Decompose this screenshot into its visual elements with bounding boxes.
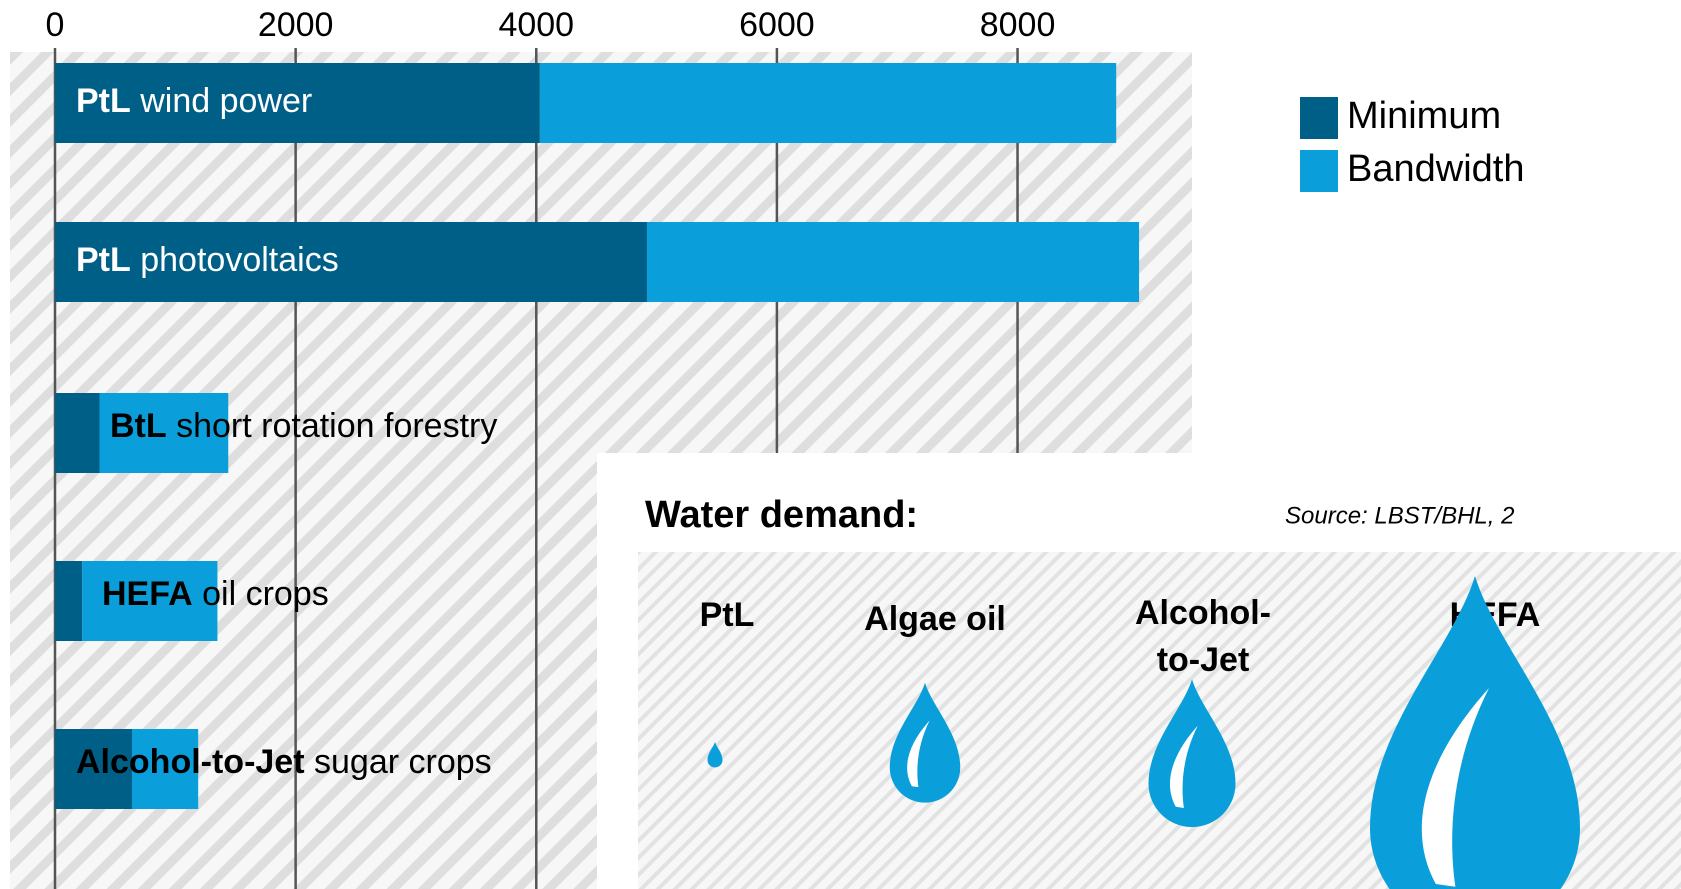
bar <box>55 222 647 302</box>
x-tick-label: 8000 <box>980 6 1056 44</box>
label-bold: PtL <box>76 82 131 120</box>
label-bold: Alcohol-to-Jet <box>76 743 305 781</box>
x-tick-label: 0 <box>46 6 65 44</box>
label-rest: wind power <box>139 82 312 120</box>
x-tick-label: 4000 <box>498 6 574 44</box>
source: Source: LBST/BHL, 2 <box>1285 502 1514 529</box>
drop <box>707 742 723 768</box>
bar <box>55 63 540 143</box>
bar <box>55 729 133 809</box>
water-item-label: Alcohol- <box>1135 594 1271 632</box>
legend-label: Minimum <box>1347 95 1501 137</box>
label-rest: short rotation forestry <box>176 407 497 445</box>
legend-swatch <box>1300 150 1338 192</box>
bar-label: BtL short rotation forestry <box>110 407 497 445</box>
bar <box>82 561 218 641</box>
bar <box>55 393 100 473</box>
label-rest: photovoltaics <box>140 241 338 279</box>
label-bold: HEFA <box>102 575 193 613</box>
bar <box>132 729 199 809</box>
drop-body <box>1148 679 1236 828</box>
bar-label: PtL photovoltaics <box>76 241 339 279</box>
bar <box>55 561 83 641</box>
drop-highlight <box>1421 688 1489 887</box>
bar-label: Alcohol-to-Jet sugar crops <box>76 743 492 781</box>
drop-highlight <box>1169 725 1198 808</box>
water-item-label: PtL <box>700 596 755 634</box>
drop <box>1148 679 1236 828</box>
bar <box>99 393 229 473</box>
bar <box>646 222 1140 302</box>
water-title: Water demand: <box>645 494 918 536</box>
drop-body <box>707 742 723 768</box>
bar-label: HEFA oil crops <box>102 575 329 613</box>
label-bold: BtL <box>110 407 167 445</box>
drop <box>889 682 961 803</box>
x-tick-label: 2000 <box>258 6 334 44</box>
drop-body <box>889 682 961 803</box>
label-bold: PtL <box>76 241 131 279</box>
x-tick-label: 6000 <box>739 6 815 44</box>
drop-body <box>1370 576 1580 889</box>
drop <box>1370 576 1580 889</box>
water-item-label: to-Jet <box>1157 641 1250 679</box>
drop-highlight <box>907 720 930 788</box>
label-rest: sugar crops <box>314 743 492 781</box>
water-item-label: Algae oil <box>864 600 1006 638</box>
label-rest: oil crops <box>202 575 329 613</box>
bar-label: PtL wind power <box>76 82 312 120</box>
legend-swatch <box>1300 97 1338 139</box>
legend-label: Bandwidth <box>1347 148 1524 190</box>
drops <box>707 576 1580 889</box>
bar <box>539 63 1117 143</box>
